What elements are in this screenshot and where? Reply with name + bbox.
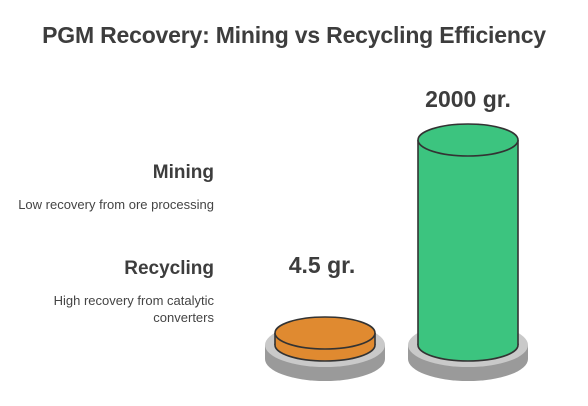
legend-item-recycling: Recycling High recovery from catalytic c… bbox=[14, 258, 214, 326]
legend-name-recycling: Recycling bbox=[124, 258, 214, 279]
legend-item-mining: Mining Low recovery from ore processing bbox=[14, 162, 214, 213]
cylinder-body-mining bbox=[418, 140, 518, 345]
chart-title: PGM Recovery: Mining vs Recycling Effici… bbox=[42, 22, 546, 48]
legend-desc-mining: Low recovery from ore processing bbox=[18, 197, 214, 212]
cylinder-top-recycling bbox=[274, 316, 376, 350]
legend-name-mining: Mining bbox=[152, 162, 214, 183]
data-label-large-cylinder: 2000 gr. bbox=[425, 86, 511, 112]
data-label-small-cylinder: 4.5 gr. bbox=[288, 252, 356, 278]
legend-desc-recycling: High recovery from catalytic converters bbox=[53, 293, 214, 325]
cylinder-top-mining bbox=[417, 123, 519, 157]
